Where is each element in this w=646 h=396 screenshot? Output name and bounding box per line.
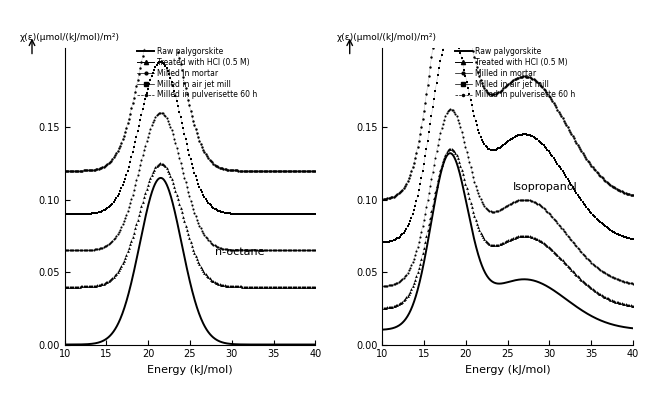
Legend: Raw palygorskite, Treated with HCl (0.5 M), Milled in mortar, Milled in air jet : Raw palygorskite, Treated with HCl (0.5 … [136,45,259,101]
Text: χ(ε)(μmol/(kJ/mol)/m²): χ(ε)(μmol/(kJ/mol)/m²) [337,32,437,42]
Text: χ(ε)(μmol/(kJ/mol)/m²): χ(ε)(μmol/(kJ/mol)/m²) [19,32,120,42]
Legend: Raw palygorskite, Treated with HCl (0.5 M), Milled in mortar, Milled in air jet : Raw palygorskite, Treated with HCl (0.5 … [453,45,576,101]
Text: Isopropanol: Isopropanol [513,182,578,192]
X-axis label: Energy (kJ/mol): Energy (kJ/mol) [465,365,550,375]
X-axis label: Energy (kJ/mol): Energy (kJ/mol) [147,365,233,375]
Text: n-octane: n-octane [215,248,265,257]
